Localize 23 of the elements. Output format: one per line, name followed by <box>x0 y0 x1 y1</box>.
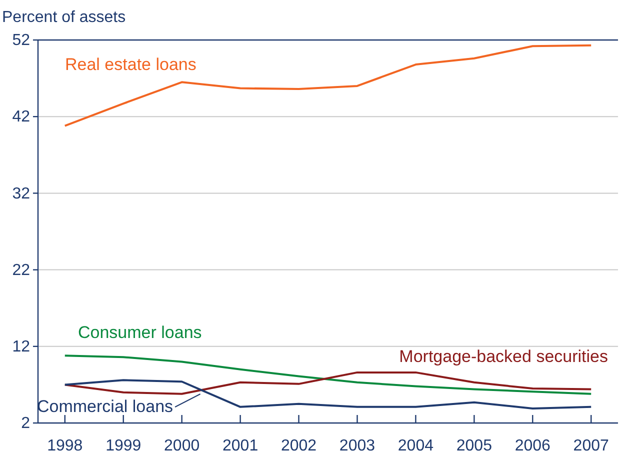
series-label: Mortgage-backed securities <box>399 347 608 366</box>
x-tick-label: 1999 <box>106 437 142 454</box>
y-tick-label: 12 <box>12 338 30 356</box>
y-tick-label: 32 <box>12 185 30 202</box>
x-tick-label: 2005 <box>456 437 492 454</box>
y-tick-label: 2 <box>21 415 30 432</box>
x-tick-label: 2000 <box>164 437 200 454</box>
y-tick-label: 22 <box>12 262 30 279</box>
x-tick-label: 2001 <box>222 437 258 454</box>
x-tick-label: 2006 <box>514 437 551 454</box>
x-tick-label: 2003 <box>339 437 376 454</box>
x-tick-label: 2007 <box>573 437 610 454</box>
y-tick-label: 42 <box>12 108 30 126</box>
line-series <box>64 44 592 127</box>
x-tick-label: 1998 <box>47 437 83 454</box>
y-axis-title: Percent of assets <box>2 9 126 26</box>
x-tick-label: 2002 <box>280 437 317 454</box>
y-tick-label: 52 <box>12 32 30 50</box>
series-label: Real estate loans <box>65 55 196 74</box>
series-label: Consumer loans <box>78 323 202 342</box>
line-series <box>64 371 592 395</box>
legend-label: Commercial loans <box>37 397 174 416</box>
x-tick-label: 2004 <box>398 437 434 454</box>
